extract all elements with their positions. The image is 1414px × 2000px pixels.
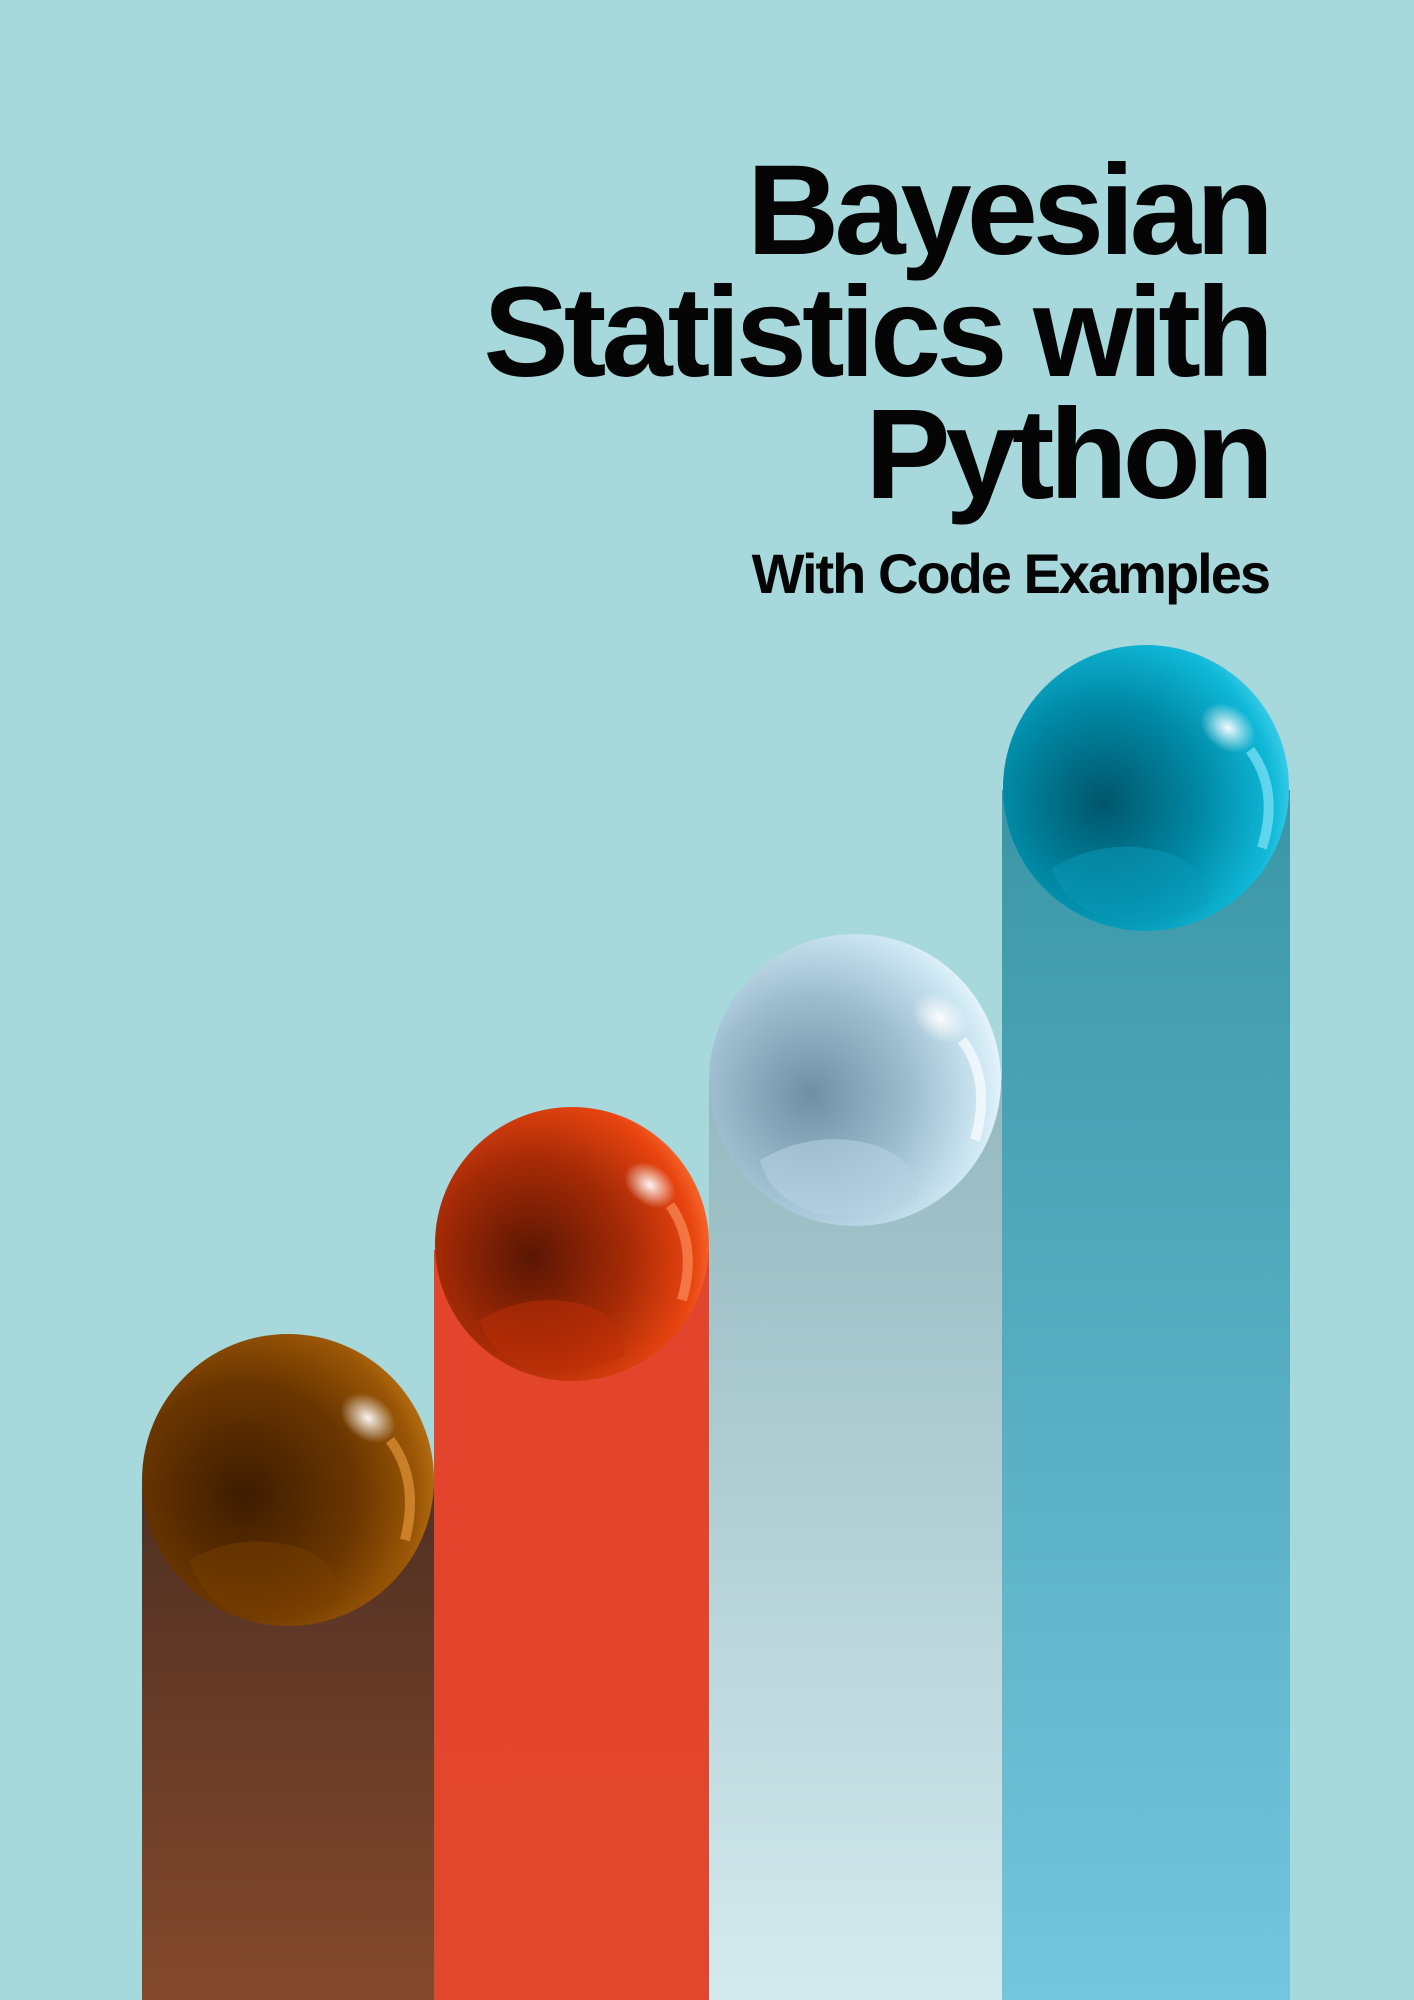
subtitle: With Code Examples	[751, 542, 1271, 605]
column-grey	[709, 1080, 1002, 2000]
title-line-2: Statistics with	[483, 261, 1274, 404]
column-blue	[1002, 790, 1290, 2000]
title-block: Bayesian Statistics with Python With Cod…	[269, 139, 1274, 605]
sphere-pale	[709, 934, 1001, 1226]
sphere-cyan	[1003, 645, 1289, 931]
sphere-brown	[142, 1334, 434, 1626]
title-line-1: Bayesian	[746, 139, 1274, 282]
title-line-3: Python	[865, 383, 1274, 526]
sphere-red	[435, 1107, 709, 1381]
